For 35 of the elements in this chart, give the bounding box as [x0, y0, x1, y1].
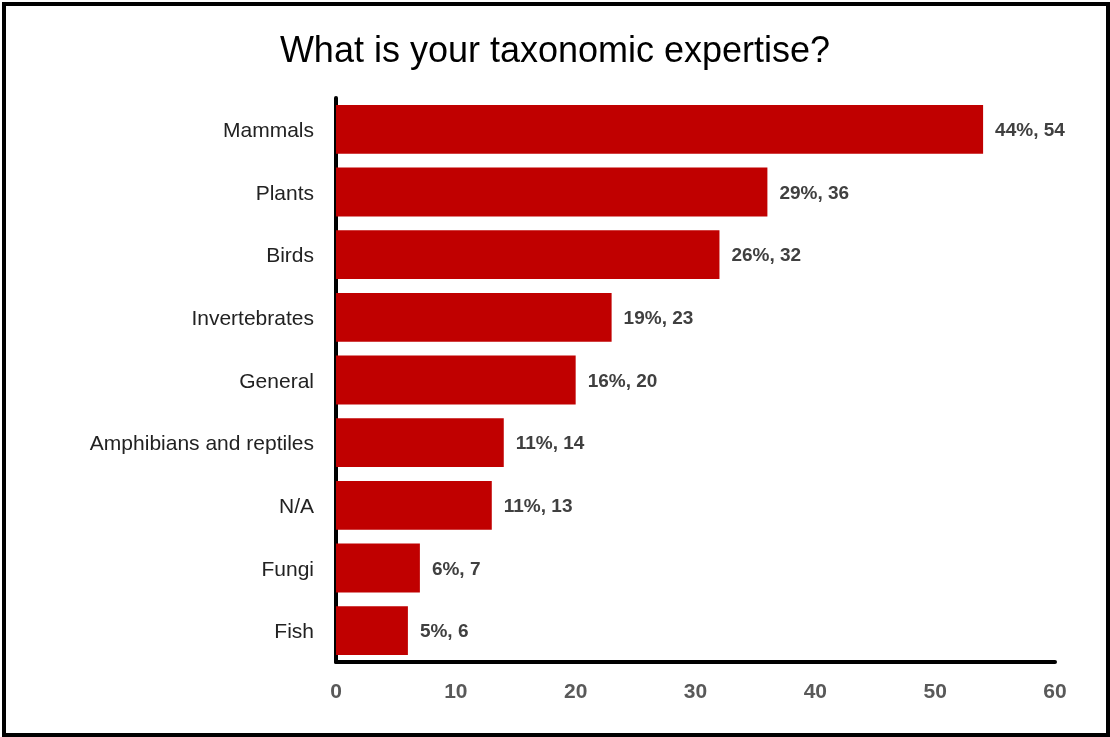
y-tick-label: Plants [255, 180, 314, 204]
x-tick-label: 10 [444, 679, 468, 702]
data-label: 29%, 36 [779, 181, 850, 203]
data-label: 5%, 6 [419, 620, 469, 642]
x-tick-label: 60 [1043, 679, 1067, 702]
y-tick-label: Birds [266, 243, 314, 267]
chart-title: What is your taxonomic expertise? [279, 28, 831, 70]
y-tick-label: N/A [278, 493, 314, 517]
x-tick-label: 40 [803, 679, 828, 702]
bar [336, 230, 720, 280]
bar [336, 480, 492, 530]
y-tick-label: Fish [274, 619, 314, 643]
x-tick-label: 0 [330, 679, 342, 702]
bar [336, 292, 612, 342]
y-tick-label: Fungi [261, 556, 314, 580]
x-tick-label: 20 [563, 679, 588, 702]
x-tick-label: 30 [683, 679, 708, 702]
x-tick-label: 50 [923, 679, 947, 702]
data-label: 16%, 20 [587, 369, 658, 391]
data-label: 19%, 23 [623, 306, 694, 328]
data-label: 11%, 13 [503, 494, 573, 516]
y-tick-label: Invertebrates [191, 305, 314, 329]
y-tick-label: Amphibians and reptiles [89, 431, 314, 455]
y-tick-label: Mammals [222, 117, 314, 141]
data-label: 11%, 14 [515, 432, 585, 454]
bar [336, 543, 420, 593]
data-label: 6%, 7 [431, 557, 481, 579]
data-label: 26%, 32 [731, 244, 802, 266]
bar [336, 606, 408, 656]
y-tick-label: General [239, 368, 314, 392]
bar [336, 355, 576, 405]
bar [336, 418, 504, 468]
bar [336, 104, 984, 154]
bar [336, 167, 768, 217]
data-label: 44%, 54 [995, 118, 1066, 140]
